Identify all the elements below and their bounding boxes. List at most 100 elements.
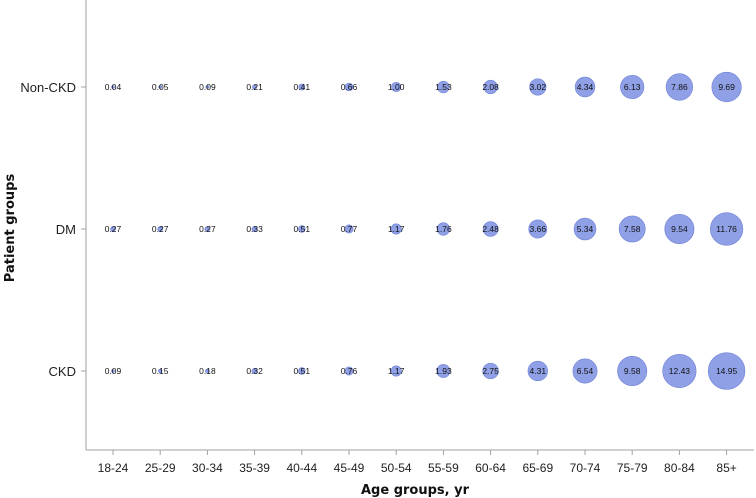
bubble (298, 225, 306, 233)
bubble-value-label: 0.27 (105, 224, 122, 234)
plot-area (85, 0, 754, 451)
bubble (710, 212, 744, 246)
bubble (252, 84, 258, 90)
bubble-value-label: 3.66 (530, 224, 547, 234)
x-axis-title: Age groups, yr (361, 483, 470, 498)
bubble (298, 83, 306, 91)
bubble-value-label: 0.27 (152, 224, 169, 234)
bubble (618, 215, 646, 243)
bubble-value-label: 2.75 (482, 366, 499, 376)
bubble-value-label: 11.76 (716, 224, 737, 234)
bubble (158, 368, 163, 374)
x-tick-label: 40-44 (286, 461, 317, 475)
bubble-value-label: 0.09 (105, 366, 122, 376)
bubble-value-label: 0.18 (199, 366, 216, 376)
data-labels: 0.04 0.05 0.09 0.21 0.41 0.66 1.00 1.53 2.08 3.02… (105, 82, 738, 376)
x-tick-label: 80-84 (664, 461, 695, 475)
bubble-value-label: 1.53 (435, 82, 452, 92)
bubble (617, 355, 648, 386)
bubble-value-label: 12.43 (669, 366, 691, 376)
y-tick-label: CKD (49, 364, 76, 379)
bubble (205, 85, 210, 89)
x-tick-label: 18-24 (98, 461, 129, 475)
bubble-value-label: 14.95 (716, 366, 738, 376)
bubble (390, 223, 402, 235)
bubble (111, 85, 115, 89)
bubble (344, 366, 354, 376)
bubble (528, 219, 548, 239)
bubble-value-label: 0.41 (294, 82, 311, 92)
bubble (574, 76, 596, 98)
y-axis-title: Patient groups (3, 174, 18, 283)
x-tick-label: 75-79 (617, 461, 648, 475)
bubble-value-label: 0.27 (199, 224, 216, 234)
bubble (436, 364, 451, 378)
y-axis-ticks: Non-CKD DM CKD (20, 80, 86, 379)
bubble-value-label: 2.48 (482, 224, 499, 234)
bubble (662, 353, 697, 389)
bubble-value-label: 7.86 (671, 82, 688, 92)
bubble (205, 368, 210, 374)
x-tick-label: 30-34 (192, 461, 223, 475)
bubbles (110, 71, 746, 390)
bubble-value-label: 6.54 (577, 366, 594, 376)
bubble-value-label: 9.58 (624, 366, 641, 376)
x-tick-label: 50-54 (381, 461, 412, 475)
x-tick-label: 70-74 (570, 461, 601, 475)
bubble-value-label: 0.76 (341, 366, 358, 376)
bubble-value-label: 0.77 (341, 224, 358, 234)
bubble (483, 79, 498, 95)
bubble (251, 368, 258, 374)
bubble-value-label: 0.32 (246, 366, 263, 376)
bubble-value-label: 1.76 (435, 224, 452, 234)
bubble-value-label: 9.69 (718, 82, 735, 92)
bubble (572, 358, 598, 384)
bubble-value-label: 9.54 (671, 224, 688, 234)
bubble (158, 85, 162, 89)
bubble (157, 226, 163, 232)
bubble (436, 222, 451, 236)
bubble-value-label: 2.08 (482, 82, 499, 92)
bubble (390, 365, 402, 377)
bubble (437, 80, 450, 94)
bubble-value-label: 0.33 (246, 224, 263, 234)
bubble-value-label: 0.51 (294, 366, 311, 376)
bubble (344, 224, 354, 234)
bubble-value-label: 0.09 (199, 82, 216, 92)
bubble-value-label: 3.02 (530, 82, 547, 92)
bubble-value-label: 4.34 (577, 82, 594, 92)
y-tick-label: DM (56, 222, 76, 237)
bubble-value-label: 0.15 (152, 366, 169, 376)
bubble-value-label: 1.00 (388, 82, 405, 92)
bubble (251, 225, 258, 233)
x-tick-label: 25-29 (145, 461, 176, 475)
x-tick-label: 85+ (716, 461, 736, 475)
bubble-value-label: 1.93 (435, 366, 452, 376)
bubble-value-label: 5.34 (577, 224, 594, 234)
bubble-value-label: 1.17 (388, 366, 405, 376)
x-tick-label: 55-59 (428, 461, 459, 475)
x-tick-label: 60-64 (475, 461, 506, 475)
bubble (711, 71, 742, 103)
bubble (482, 362, 499, 380)
bubble (298, 367, 306, 375)
bubble (529, 78, 547, 96)
bubble-value-label: 0.51 (294, 224, 311, 234)
bubble (664, 214, 695, 244)
bubble-value-label: 0.21 (246, 82, 263, 92)
bubble-value-label: 0.04 (105, 82, 122, 92)
bubble-value-label: 7.58 (624, 224, 641, 234)
bubble-value-label: 6.13 (624, 82, 641, 92)
bubble (527, 360, 548, 382)
bubble (111, 369, 115, 373)
bubble (620, 74, 645, 100)
bubble (204, 226, 211, 232)
bubble-value-label: 1.17 (388, 224, 405, 234)
x-tick-label: 35-39 (239, 461, 270, 475)
bubble (665, 73, 694, 101)
bubble-value-label: 0.66 (341, 82, 358, 92)
bubble (110, 226, 116, 232)
bubble (391, 81, 402, 93)
y-tick-label: Non-CKD (20, 80, 76, 95)
